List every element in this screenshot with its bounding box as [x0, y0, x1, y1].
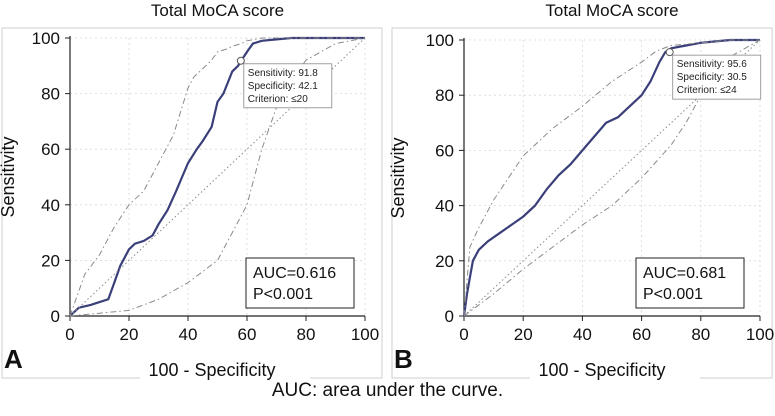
series-roc: [69, 36, 365, 317]
y-tick-label: 0: [51, 307, 60, 326]
x-tick-label: 0: [65, 325, 74, 344]
annotation-specificity: Specificity: 42.1: [248, 81, 318, 92]
x-axis-label-backdrop: [530, 356, 700, 384]
y-axis-label: Sensitivity: [388, 137, 408, 218]
x-tick-label: 100: [746, 325, 774, 344]
y-axis-label: Sensitivity: [0, 136, 18, 217]
panel-label: A: [4, 344, 23, 374]
annotation-sensitivity: Sensitivity: 95.6: [677, 59, 747, 70]
annotation-criterion: Criterion: ≤24: [677, 85, 737, 96]
chart-title: Total MoCA score: [545, 1, 678, 20]
y-tick-label: 80: [435, 86, 454, 105]
p-value: P<0.001: [253, 286, 313, 303]
x-axis-label: 100 - Specificity: [148, 360, 275, 380]
x-axis-label-backdrop: [140, 356, 310, 384]
annotation-sensitivity: Sensitivity: 91.8: [248, 68, 318, 79]
panel-label: B: [394, 344, 413, 374]
y-tick-label: 0: [445, 307, 454, 326]
criterion-annotation-box: [672, 54, 762, 100]
x-tick-label: 80: [691, 325, 710, 344]
chart-title: Total MoCA score: [151, 1, 284, 20]
series-roc: [462, 38, 760, 317]
y-tick-label: 40: [435, 197, 454, 216]
criterion-point: [236, 56, 245, 65]
x-tick-label: 80: [297, 325, 316, 344]
y-tick-label: 60: [435, 141, 454, 160]
series-ci-upper: [463, 39, 760, 317]
series-ci-upper: [69, 37, 365, 317]
auc-box: [245, 257, 355, 309]
annotation-specificity: Specificity: 30.5: [677, 72, 747, 83]
auc-value: AUC=0.616: [253, 265, 336, 282]
x-axis-label: 100 - Specificity: [538, 360, 665, 380]
x-tick-label: 20: [120, 325, 139, 344]
p-value: P<0.001: [643, 286, 703, 303]
y-tick-label: 80: [41, 85, 60, 104]
x-tick-label: 60: [238, 325, 257, 344]
y-tick-label: 40: [41, 196, 60, 215]
x-tick-label: 40: [573, 325, 592, 344]
x-tick-label: 60: [632, 325, 651, 344]
y-tick-label: 100: [32, 29, 60, 48]
x-tick-label: 100: [351, 325, 379, 344]
y-tick-label: 20: [435, 252, 454, 271]
x-tick-label: 40: [179, 325, 198, 344]
x-tick-label: 0: [459, 325, 468, 344]
roc-panel-a: Total MoCA score 0 20 40 60 80 100 0 20 40 60 80 100…: [0, 1, 383, 384]
annotation-criterion: Criterion: ≤20: [248, 94, 308, 105]
criterion-point: [665, 48, 674, 57]
auc-value: AUC=0.681: [643, 265, 726, 282]
auc-box: [635, 257, 745, 309]
y-tick-label: 20: [41, 251, 60, 270]
x-tick-label: 20: [514, 325, 533, 344]
criterion-annotation-box: [243, 63, 333, 109]
y-tick-label: 100: [426, 31, 454, 50]
y-tick-label: 60: [41, 140, 60, 159]
figure-caption: AUC: area under the curve.: [271, 380, 504, 401]
roc-panel-b: Total MoCA score 0 20 40 60 80 100 0 20 40 60 80 100…: [388, 1, 774, 384]
